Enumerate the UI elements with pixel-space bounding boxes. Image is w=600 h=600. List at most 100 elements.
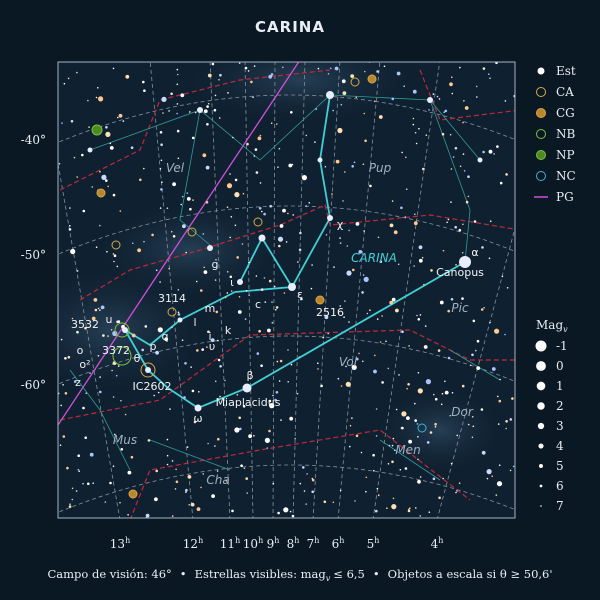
star bbox=[67, 77, 70, 80]
star bbox=[346, 270, 352, 276]
star bbox=[279, 224, 284, 228]
star bbox=[451, 392, 454, 394]
star bbox=[458, 228, 462, 232]
star bbox=[362, 274, 365, 276]
star bbox=[171, 326, 173, 329]
star bbox=[346, 245, 349, 247]
star bbox=[505, 427, 508, 430]
star bbox=[207, 73, 212, 78]
magnitude-label: 5 bbox=[556, 459, 564, 473]
star bbox=[207, 442, 209, 445]
star bbox=[356, 357, 359, 361]
deep-sky-objects bbox=[91, 74, 427, 499]
star bbox=[217, 437, 220, 441]
star bbox=[372, 453, 375, 457]
globular-cluster bbox=[367, 74, 377, 84]
star bbox=[497, 423, 500, 425]
star bbox=[447, 356, 451, 360]
star bbox=[141, 348, 144, 352]
star bbox=[272, 482, 275, 485]
bright-star bbox=[207, 245, 213, 251]
star bbox=[429, 431, 433, 434]
star bbox=[451, 76, 453, 78]
star bbox=[75, 490, 78, 492]
star bbox=[311, 490, 315, 494]
declination-label: -40° bbox=[21, 133, 46, 147]
magnitude-label: 2 bbox=[556, 399, 564, 413]
star bbox=[504, 333, 506, 336]
star bbox=[405, 156, 407, 159]
planetary-nebula bbox=[91, 124, 103, 136]
ra-unit: h bbox=[339, 536, 344, 545]
star bbox=[91, 186, 94, 188]
ra-label: 6h bbox=[332, 536, 345, 551]
star bbox=[231, 509, 234, 513]
magnitude-label: -1 bbox=[556, 339, 568, 353]
star bbox=[176, 103, 179, 105]
star bbox=[145, 513, 150, 518]
star bbox=[407, 383, 410, 386]
star bbox=[69, 207, 71, 209]
star-label: g bbox=[212, 258, 219, 271]
star bbox=[355, 434, 359, 438]
star bbox=[203, 266, 205, 269]
star bbox=[358, 352, 360, 355]
star bbox=[258, 329, 261, 333]
star bbox=[198, 391, 200, 393]
star bbox=[419, 314, 422, 316]
star bbox=[305, 205, 308, 207]
star bbox=[248, 261, 250, 264]
star bbox=[82, 406, 85, 410]
star bbox=[172, 182, 177, 187]
star bbox=[388, 444, 391, 447]
star bbox=[417, 372, 420, 374]
star bbox=[105, 179, 108, 182]
star bbox=[342, 200, 344, 202]
star bbox=[331, 193, 333, 195]
star bbox=[496, 145, 499, 148]
star bbox=[302, 466, 305, 469]
star bbox=[428, 511, 431, 513]
star bbox=[195, 280, 198, 283]
star bbox=[160, 188, 163, 191]
star bbox=[117, 365, 120, 367]
star bbox=[387, 367, 390, 370]
star bbox=[89, 372, 91, 375]
star bbox=[417, 318, 421, 321]
star bbox=[323, 500, 327, 504]
star-label: Miaplacidus bbox=[216, 396, 281, 409]
star bbox=[76, 176, 78, 178]
star bbox=[412, 117, 415, 120]
star bbox=[172, 235, 176, 238]
star bbox=[238, 416, 241, 420]
bright-star bbox=[459, 256, 471, 268]
star bbox=[275, 306, 279, 309]
star bbox=[143, 240, 145, 243]
star bbox=[104, 501, 107, 503]
star bbox=[153, 394, 155, 397]
star bbox=[188, 504, 190, 506]
star bbox=[68, 505, 72, 508]
star bbox=[421, 256, 424, 259]
star bbox=[70, 119, 74, 123]
star bbox=[99, 309, 101, 312]
star bbox=[211, 494, 216, 498]
star bbox=[391, 504, 397, 510]
star bbox=[512, 465, 515, 468]
star bbox=[168, 110, 170, 112]
star bbox=[495, 62, 498, 65]
star bbox=[449, 133, 452, 136]
star bbox=[182, 224, 186, 229]
star bbox=[98, 96, 104, 102]
legend-label: CA bbox=[556, 85, 574, 99]
legend-symbol bbox=[537, 67, 545, 75]
star bbox=[488, 149, 493, 154]
ra-hour: 13 bbox=[110, 537, 125, 551]
constellation-label: Men bbox=[395, 443, 420, 457]
star bbox=[271, 301, 273, 303]
star bbox=[446, 221, 448, 224]
star bbox=[341, 79, 346, 84]
star bbox=[352, 268, 355, 272]
star bbox=[166, 454, 169, 457]
star bbox=[277, 166, 279, 168]
